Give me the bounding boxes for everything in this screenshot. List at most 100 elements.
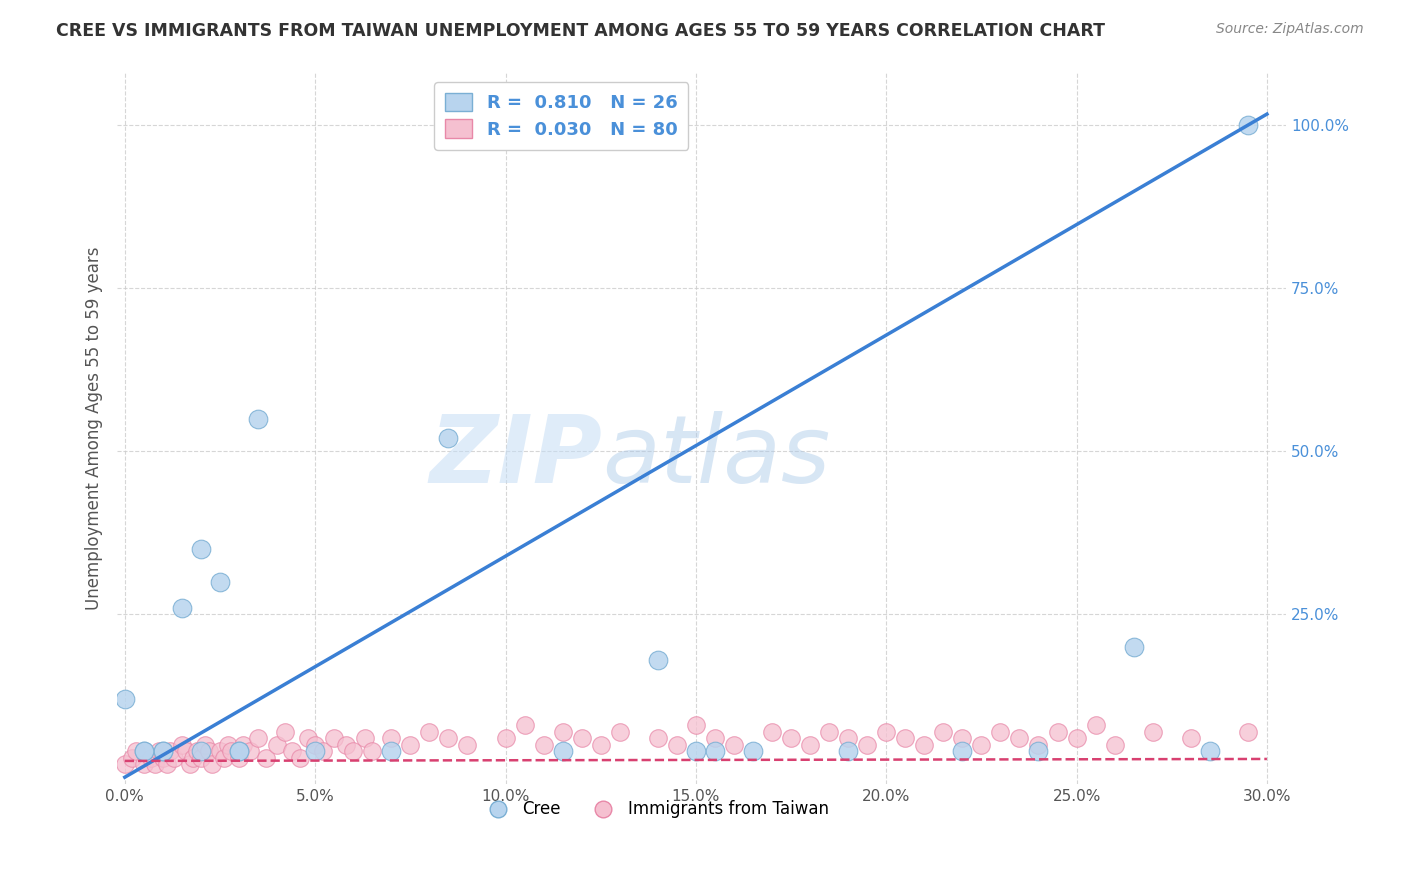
Point	[647, 731, 669, 745]
Point	[152, 750, 174, 764]
Point	[342, 744, 364, 758]
Point	[551, 724, 574, 739]
Point	[212, 750, 235, 764]
Text: ZIP: ZIP	[429, 411, 602, 503]
Point	[148, 744, 170, 758]
Point	[281, 744, 304, 758]
Point	[201, 757, 224, 772]
Point	[533, 738, 555, 752]
Point	[1028, 744, 1050, 758]
Point	[437, 431, 460, 445]
Point	[179, 757, 201, 772]
Point	[685, 718, 707, 732]
Point	[1142, 724, 1164, 739]
Point	[456, 738, 478, 752]
Point	[875, 724, 897, 739]
Point	[513, 718, 536, 732]
Point	[418, 724, 440, 739]
Point	[217, 738, 239, 752]
Point	[163, 750, 186, 764]
Point	[703, 744, 725, 758]
Point	[685, 744, 707, 758]
Point	[609, 724, 631, 739]
Point	[1180, 731, 1202, 745]
Point	[837, 744, 859, 758]
Legend: Cree, Immigrants from Taiwan: Cree, Immigrants from Taiwan	[474, 794, 835, 825]
Point	[1122, 640, 1144, 654]
Point	[353, 731, 375, 745]
Y-axis label: Unemployment Among Ages 55 to 59 years: Unemployment Among Ages 55 to 59 years	[86, 246, 103, 610]
Point	[132, 757, 155, 772]
Point	[159, 744, 181, 758]
Text: Source: ZipAtlas.com: Source: ZipAtlas.com	[1216, 22, 1364, 37]
Point	[990, 724, 1012, 739]
Point	[742, 744, 765, 758]
Point	[304, 738, 326, 752]
Point	[297, 731, 319, 745]
Point	[361, 744, 384, 758]
Point	[1237, 724, 1260, 739]
Point	[266, 738, 288, 752]
Point	[186, 744, 208, 758]
Point	[950, 731, 973, 745]
Point	[143, 757, 166, 772]
Point	[232, 738, 254, 752]
Point	[288, 750, 311, 764]
Point	[912, 738, 935, 752]
Point	[247, 731, 270, 745]
Point	[247, 411, 270, 425]
Text: CREE VS IMMIGRANTS FROM TAIWAN UNEMPLOYMENT AMONG AGES 55 TO 59 YEARS CORRELATIO: CREE VS IMMIGRANTS FROM TAIWAN UNEMPLOYM…	[56, 22, 1105, 40]
Point	[437, 731, 460, 745]
Point	[254, 750, 277, 764]
Point	[190, 541, 212, 556]
Point	[152, 744, 174, 758]
Text: atlas: atlas	[602, 411, 831, 502]
Point	[1028, 738, 1050, 752]
Point	[312, 744, 335, 758]
Point	[856, 738, 879, 752]
Point	[335, 738, 357, 752]
Point	[761, 724, 783, 739]
Point	[114, 692, 136, 706]
Point	[571, 731, 593, 745]
Point	[141, 750, 163, 764]
Point	[208, 744, 231, 758]
Point	[121, 750, 143, 764]
Point	[273, 724, 295, 739]
Point	[304, 744, 326, 758]
Point	[1066, 731, 1088, 745]
Point	[589, 738, 612, 752]
Point	[132, 744, 155, 758]
Point	[170, 738, 193, 752]
Point	[1046, 724, 1069, 739]
Point	[1008, 731, 1031, 745]
Point	[380, 744, 402, 758]
Point	[932, 724, 955, 739]
Point	[132, 744, 155, 758]
Point	[190, 744, 212, 758]
Point	[190, 750, 212, 764]
Point	[183, 750, 205, 764]
Point	[152, 744, 174, 758]
Point	[799, 738, 821, 752]
Point	[894, 731, 917, 745]
Point	[114, 757, 136, 772]
Point	[495, 731, 517, 745]
Point	[780, 731, 803, 745]
Point	[228, 744, 250, 758]
Point	[551, 744, 574, 758]
Point	[950, 744, 973, 758]
Point	[970, 738, 993, 752]
Point	[228, 744, 250, 758]
Point	[156, 757, 179, 772]
Point	[399, 738, 422, 752]
Point	[837, 731, 859, 745]
Point	[221, 744, 243, 758]
Point	[323, 731, 346, 745]
Point	[197, 744, 219, 758]
Point	[170, 600, 193, 615]
Point	[174, 744, 197, 758]
Point	[1104, 738, 1126, 752]
Point	[1084, 718, 1107, 732]
Point	[647, 653, 669, 667]
